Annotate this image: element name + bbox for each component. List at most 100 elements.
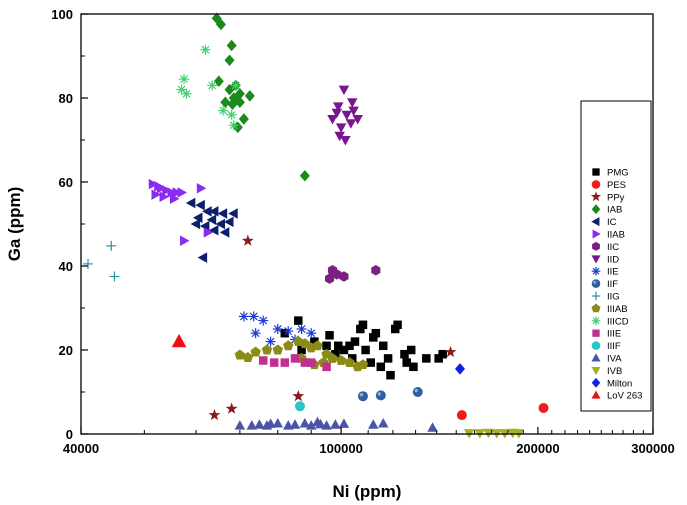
data-point	[280, 328, 290, 338]
data-point	[331, 349, 340, 359]
data-point	[371, 328, 381, 338]
data-point	[400, 349, 409, 359]
data-point	[282, 340, 294, 351]
data-point	[366, 358, 375, 367]
data-point	[238, 311, 249, 322]
data-point	[213, 75, 224, 87]
data-point	[250, 346, 261, 357]
legend-entry: IVB	[591, 366, 622, 377]
data-point	[272, 344, 283, 355]
data-point	[167, 187, 177, 198]
data-point	[283, 326, 294, 337]
data-point	[172, 187, 183, 198]
legend-label: LoV 263	[607, 391, 642, 402]
legend-entry: IIIF	[591, 341, 621, 352]
data-point	[352, 115, 363, 125]
legend-marker	[591, 366, 601, 376]
data-point	[402, 358, 411, 367]
data-point	[226, 39, 237, 52]
data-point	[171, 333, 187, 348]
data-point	[148, 178, 159, 190]
series-ic	[185, 197, 238, 263]
legend-label: IIE	[607, 267, 619, 278]
data-point	[350, 337, 360, 346]
legend-entry: PPy	[590, 191, 625, 203]
data-point	[224, 54, 235, 66]
data-point	[244, 90, 255, 102]
series-iab	[211, 12, 310, 182]
legend-label: IVA	[607, 354, 622, 365]
legend-entry: IIC	[592, 241, 619, 253]
data-point	[300, 358, 310, 367]
legend-label: IIAB	[607, 230, 625, 241]
data-point	[310, 337, 319, 346]
data-point	[438, 349, 447, 359]
data-point	[322, 341, 331, 351]
data-point	[340, 136, 351, 146]
legend-label: Milton	[607, 378, 632, 389]
data-point	[335, 123, 347, 133]
data-point	[215, 218, 225, 230]
series-pmg	[280, 316, 447, 380]
legend-label: PPy	[607, 192, 625, 203]
series-iiie	[258, 354, 331, 372]
data-point	[358, 320, 368, 330]
data-point	[454, 363, 465, 375]
data-point	[331, 108, 343, 119]
data-point	[203, 227, 214, 238]
legend-label: IIIE	[607, 329, 621, 340]
data-point	[296, 324, 307, 334]
data-point	[151, 189, 161, 200]
data-point	[339, 345, 349, 355]
y-axis-ticks: 0 20 40 60 80 100	[51, 7, 88, 442]
data-point	[238, 113, 249, 125]
legend-entry: IIE	[591, 267, 619, 278]
data-point	[341, 110, 352, 121]
legend-marker	[591, 255, 601, 264]
x-tick-label: 200000	[516, 441, 559, 456]
data-point	[334, 131, 345, 142]
data-point	[250, 328, 261, 339]
data-point	[312, 416, 323, 427]
data-point	[294, 401, 305, 412]
data-point	[327, 352, 338, 363]
legend-marker	[591, 291, 601, 301]
series-iid	[327, 85, 363, 146]
legend-marker	[591, 279, 601, 288]
data-point	[228, 208, 238, 219]
series-ppy	[208, 234, 457, 421]
data-point	[297, 345, 306, 355]
legend-entry: IAB	[591, 204, 622, 216]
legend-marker	[591, 390, 601, 399]
data-point	[208, 206, 219, 217]
series-iig	[83, 240, 120, 282]
data-point	[109, 271, 120, 282]
legend-label: IC	[607, 217, 617, 228]
data-point	[299, 418, 311, 428]
data-point	[226, 109, 237, 120]
legend-entry: IIICD	[591, 316, 629, 327]
data-point	[412, 387, 423, 397]
data-point	[332, 269, 342, 280]
data-point	[305, 420, 317, 430]
data-point	[156, 183, 167, 194]
data-point	[538, 402, 549, 413]
x-tick-label: 300000	[631, 441, 674, 456]
x-axis-title: Ni (ppm)	[333, 482, 402, 501]
data-point	[217, 208, 228, 219]
data-point	[368, 419, 379, 429]
data-point	[162, 185, 172, 196]
x-tick-label: 100000	[319, 441, 362, 456]
legend-entry: IID	[591, 254, 619, 265]
data-point	[361, 345, 370, 355]
data-point	[330, 419, 341, 429]
y-tick-label: 40	[59, 259, 73, 274]
data-point	[334, 341, 343, 351]
data-point	[371, 264, 381, 276]
data-point	[159, 191, 170, 202]
legend-entry: IIAB	[592, 229, 625, 241]
data-point	[357, 391, 368, 402]
data-point	[386, 370, 395, 380]
